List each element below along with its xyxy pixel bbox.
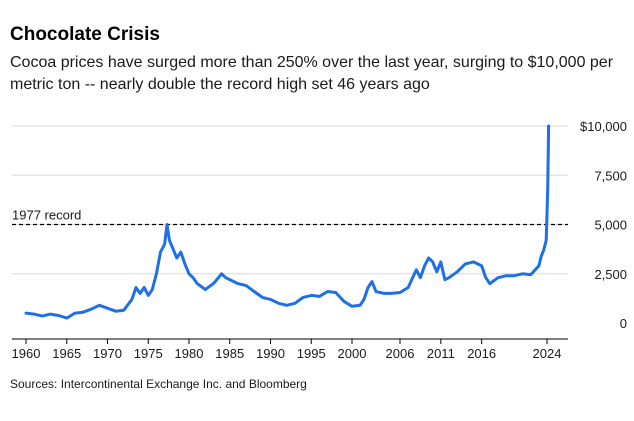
y-tick-label: 0 — [620, 316, 627, 331]
reference-line-label: 1977 record — [12, 208, 81, 223]
x-tick-label: 1995 — [297, 346, 326, 361]
y-tick-label: $10,000 — [580, 119, 627, 134]
x-tick-label: 2011 — [427, 346, 455, 361]
chart-title: Chocolate Crisis — [10, 24, 160, 45]
x-tick-label: 2024 — [533, 346, 562, 361]
x-tick-label: 1975 — [134, 346, 163, 361]
y-tick-label: 2,500 — [594, 267, 627, 282]
series-line-cocoa-price — [24, 124, 551, 320]
x-tick-label: 1980 — [175, 346, 204, 361]
y-axis-tick-labels: 0 2,500 5,000 7,500 $10,000 — [580, 119, 627, 331]
x-tick-label: 2000 — [338, 346, 367, 361]
x-tick-label: 1990 — [256, 346, 285, 361]
y-tick-label: 5,000 — [594, 218, 627, 233]
x-tick-label: 1960 — [12, 346, 41, 361]
x-axis-tick-labels: 1960 1965 1970 1975 1980 1985 1990 1995 2000 2006… — [12, 339, 562, 361]
y-tick-label: 7,500 — [594, 168, 627, 183]
x-tick-label: 2016 — [467, 346, 496, 361]
x-tick-label: 1970 — [93, 346, 122, 361]
x-tick-label: 2006 — [386, 346, 415, 361]
source-note: Sources: Intercontinental Exchange Inc. … — [10, 377, 307, 391]
x-tick-label: 1985 — [215, 346, 244, 361]
x-tick-label: 1965 — [52, 346, 81, 361]
gridlines — [12, 125, 568, 275]
chart-subtitle: Cocoa prices have surged more than 250% … — [10, 54, 614, 93]
